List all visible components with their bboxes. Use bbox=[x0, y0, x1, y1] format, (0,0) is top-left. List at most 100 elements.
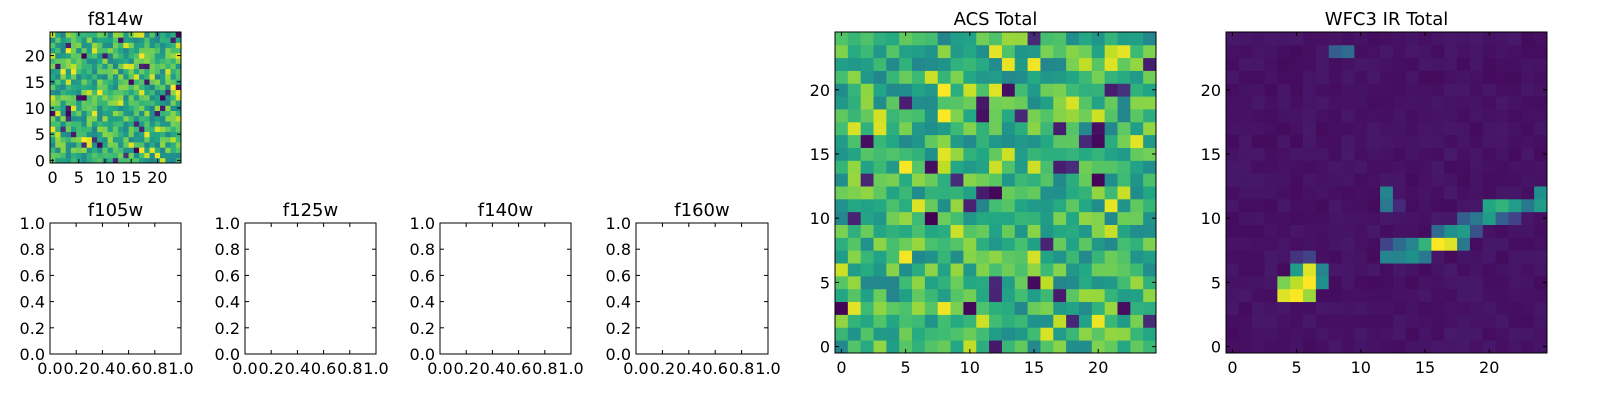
heatmap-cell bbox=[128, 79, 135, 85]
heatmap-cell bbox=[873, 96, 887, 110]
heatmap-cell bbox=[175, 37, 182, 43]
heatmap-cell bbox=[1380, 211, 1394, 225]
heatmap-cell bbox=[835, 83, 849, 97]
heatmap-cell bbox=[107, 94, 114, 101]
heatmap-cell bbox=[170, 110, 177, 117]
heatmap-cell bbox=[1014, 96, 1028, 110]
heatmap-cell bbox=[1303, 160, 1317, 174]
heatmap-cell bbox=[97, 94, 103, 101]
heatmap-cell bbox=[1457, 96, 1471, 110]
heatmap-cell bbox=[1328, 250, 1342, 264]
heatmap-cell bbox=[912, 44, 926, 59]
heatmap-cell bbox=[963, 288, 977, 303]
heatmap-cell bbox=[107, 89, 114, 96]
heatmap-cell bbox=[107, 58, 114, 64]
heatmap-cell bbox=[1117, 301, 1131, 315]
heatmap-cell bbox=[1521, 288, 1535, 303]
heatmap-cell bbox=[1290, 83, 1304, 97]
heatmap-cell bbox=[123, 110, 129, 117]
heatmap-cell bbox=[165, 58, 171, 64]
heatmap-cell bbox=[70, 105, 77, 111]
heatmap-cell bbox=[937, 109, 951, 123]
heatmap-cell bbox=[1091, 211, 1106, 225]
heatmap-cell bbox=[1040, 134, 1054, 148]
heatmap-cell bbox=[886, 301, 900, 315]
heatmap-cell bbox=[102, 105, 109, 111]
heatmap-cell bbox=[170, 32, 177, 38]
heatmap-cell bbox=[1277, 314, 1291, 328]
heatmap-cell bbox=[1014, 134, 1028, 148]
heatmap-cell bbox=[1130, 121, 1144, 136]
heatmap-cell bbox=[924, 314, 939, 328]
heatmap-cell bbox=[976, 301, 990, 315]
y-tick-label: 0.4 bbox=[410, 293, 435, 312]
heatmap-cell bbox=[50, 136, 56, 143]
heatmap-cell bbox=[1405, 160, 1419, 174]
heatmap-cell bbox=[86, 152, 93, 159]
heatmap-cell bbox=[1091, 327, 1106, 341]
heatmap-cell bbox=[886, 32, 900, 46]
heatmap-cell bbox=[1277, 96, 1291, 110]
heatmap-cell bbox=[128, 94, 135, 101]
heatmap-cell bbox=[1495, 70, 1509, 84]
heatmap-cell bbox=[118, 47, 124, 54]
heatmap-cell bbox=[1521, 186, 1535, 200]
heatmap-cell bbox=[160, 37, 166, 43]
heatmap-cell bbox=[91, 157, 98, 164]
heatmap-cell bbox=[1001, 224, 1016, 238]
heatmap-cell bbox=[1066, 44, 1080, 59]
heatmap-cell bbox=[873, 44, 887, 59]
heatmap-cell bbox=[1328, 275, 1342, 290]
y-tick-label: 15 bbox=[1201, 145, 1221, 164]
heatmap-cell bbox=[50, 37, 56, 43]
heatmap-cell bbox=[1534, 96, 1548, 110]
heatmap-cell bbox=[1431, 96, 1445, 110]
heatmap-cell bbox=[1091, 275, 1106, 290]
heatmap-cell bbox=[160, 157, 166, 164]
heatmap-cell bbox=[1341, 147, 1355, 161]
heatmap-cell bbox=[1130, 173, 1144, 187]
heatmap-cell bbox=[989, 70, 1003, 84]
heatmap-cell bbox=[1508, 83, 1522, 97]
heatmap-cell bbox=[1117, 160, 1131, 174]
x-tick-label: 0.4 bbox=[90, 359, 115, 378]
heatmap-cell bbox=[70, 42, 77, 49]
heatmap-cell bbox=[860, 211, 874, 225]
heatmap-cell bbox=[97, 52, 103, 59]
heatmap-cell bbox=[1226, 44, 1240, 59]
heatmap-cell bbox=[1469, 237, 1484, 251]
heatmap-cell bbox=[899, 340, 913, 354]
heatmap-cell bbox=[144, 110, 150, 117]
heatmap-cell bbox=[70, 58, 77, 64]
heatmap-cell bbox=[1418, 250, 1432, 264]
y-tick-label: 20 bbox=[1201, 81, 1221, 100]
heatmap-cell bbox=[1469, 134, 1484, 148]
heatmap-cell bbox=[1495, 32, 1509, 46]
y-tick-label: 0.0 bbox=[410, 345, 435, 364]
heatmap-cell bbox=[950, 70, 964, 84]
heatmap-cell bbox=[86, 94, 93, 101]
heatmap-cell bbox=[112, 142, 119, 148]
heatmap-cell bbox=[123, 152, 129, 159]
heatmap-cell bbox=[976, 134, 990, 148]
heatmap-cell bbox=[1482, 160, 1497, 174]
heatmap-cell bbox=[1328, 198, 1342, 213]
heatmap-cell bbox=[1104, 147, 1118, 161]
heatmap-cell bbox=[128, 152, 135, 159]
heatmap-cell bbox=[149, 84, 156, 91]
heatmap-cell bbox=[160, 89, 166, 96]
heatmap-cell bbox=[1431, 250, 1445, 264]
heatmap-cell bbox=[1117, 263, 1131, 277]
heatmap-cell bbox=[1014, 32, 1028, 46]
heatmap-cell bbox=[55, 147, 61, 153]
heatmap-cell bbox=[1380, 134, 1394, 148]
heatmap-cell bbox=[107, 84, 114, 91]
heatmap-cell bbox=[128, 131, 135, 138]
heatmap-cell bbox=[1431, 198, 1445, 213]
heatmap-cell bbox=[123, 68, 129, 75]
heatmap-cell bbox=[1091, 237, 1106, 251]
heatmap-cell bbox=[847, 147, 862, 161]
heatmap-cell bbox=[1001, 198, 1016, 213]
heatmap-cell bbox=[144, 121, 150, 127]
heatmap-cell bbox=[1078, 57, 1093, 71]
